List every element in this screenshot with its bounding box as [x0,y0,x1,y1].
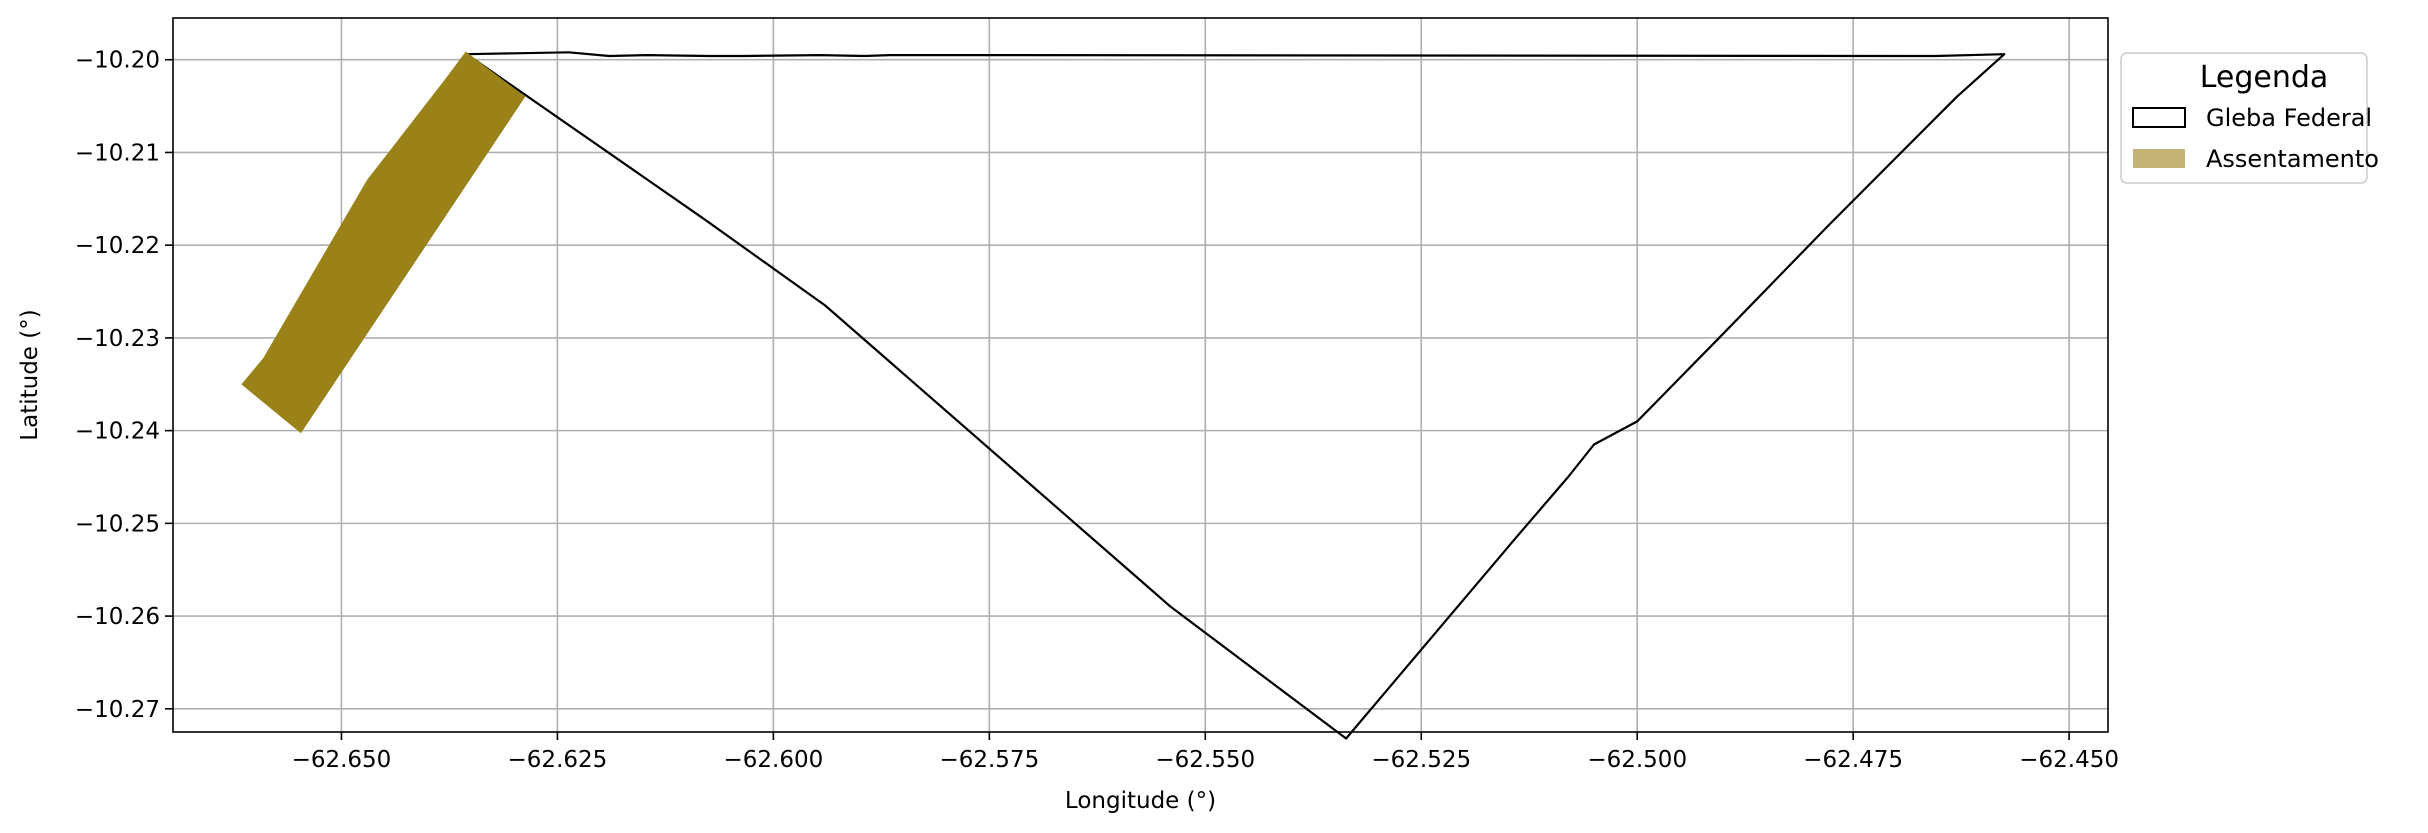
y-tick-label: −10.22 [75,233,160,259]
map-layers [241,51,2006,740]
gridlines [173,18,2108,732]
y-axis-label: Latitude (°) [17,309,43,440]
legend-swatch-gleba-federal [2132,107,2186,128]
x-tick-label: −62.650 [292,747,392,773]
legend-title: Legenda [2200,60,2329,95]
x-axis-ticks: −62.650 −62.625 −62.600 −62.575 −62.550 −62.5… [292,732,2119,773]
x-tick-label: −62.600 [723,747,823,773]
x-tick-label: −62.575 [939,747,1039,773]
y-tick-label: −10.26 [75,604,160,630]
legend-label-gleba-federal: Gleba Federal [2206,104,2372,132]
gleba-federal-polygon [465,51,2006,740]
x-tick-label: −62.500 [1587,747,1687,773]
y-tick-label: −10.21 [75,140,160,166]
y-tick-label: −10.24 [75,419,160,445]
legend-swatch-assentamento [2133,149,2185,168]
legend-label-assentamento: Assentamento [2206,145,2379,173]
y-tick-label: −10.27 [75,697,160,723]
y-axis-ticks: −10.20 −10.21 −10.22 −10.23 −10.24 −10.25 −10.… [75,48,173,723]
y-tick-label: −10.25 [75,511,160,537]
assentamento-polygon [241,51,526,434]
x-axis-label: Longitude (°) [1065,788,1216,814]
y-tick-label: −10.23 [75,326,160,352]
x-tick-label: −62.550 [1155,747,1255,773]
plot-frame [172,17,2109,733]
legend: Legenda Gleba Federal Assentamento [2120,52,2379,184]
x-tick-label: −62.625 [508,747,608,773]
x-tick-label: −62.475 [1803,747,1903,773]
x-tick-label: −62.450 [2019,747,2119,773]
x-tick-label: −62.525 [1371,747,1471,773]
y-tick-label: −10.20 [75,48,160,74]
